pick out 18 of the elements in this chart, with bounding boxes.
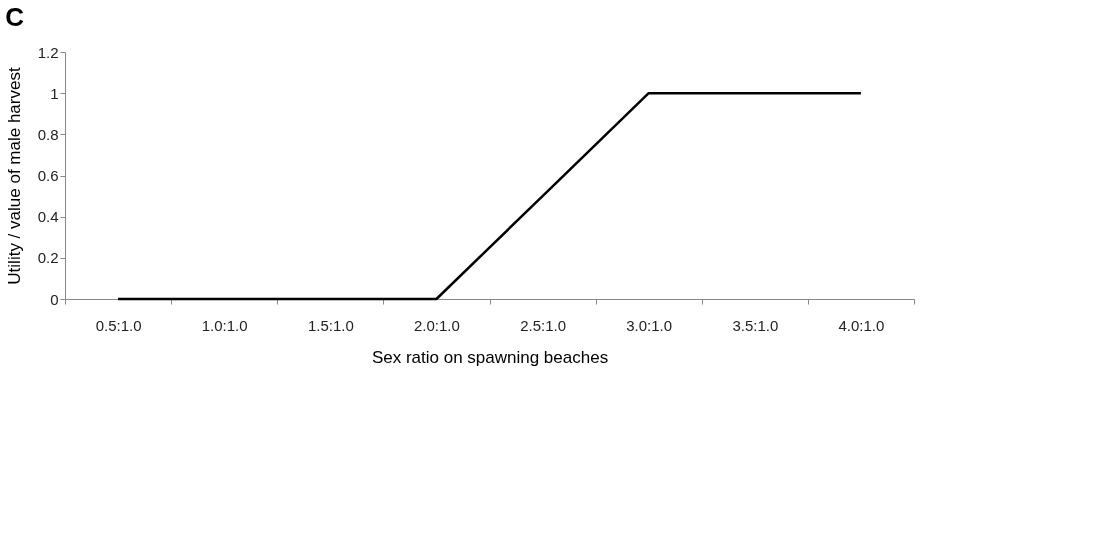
x-tick-label: 4.0:1.0	[838, 316, 885, 334]
x-tick-label: 3.0:1.0	[626, 316, 673, 334]
y-axis-title: Utility / value of male harvest	[4, 67, 24, 285]
x-tick-label: 1.0:1.0	[201, 316, 248, 334]
y-tick-label: 0.6	[37, 167, 59, 184]
y-tick-label: 1	[50, 84, 59, 102]
x-tick-label: 0.5:1.0	[95, 316, 142, 334]
x-tick-label: 2.5:1.0	[520, 316, 566, 334]
y-tick-label: 0.8	[37, 125, 59, 143]
y-tick-label: 1.2	[37, 43, 59, 61]
x-tick-label: 1.5:1.0	[307, 316, 354, 334]
x-tick-label: 3.5:1.0	[732, 316, 779, 334]
y-tick-label: 0.4	[37, 208, 59, 226]
x-tick-label: 2.0:1.0	[414, 316, 460, 334]
y-tick-label: 0.2	[37, 249, 59, 267]
chart-title: C	[5, 2, 25, 32]
x-axis-title: Sex ratio on spawning beaches	[371, 347, 609, 367]
y-tick-label: 0	[50, 290, 59, 308]
